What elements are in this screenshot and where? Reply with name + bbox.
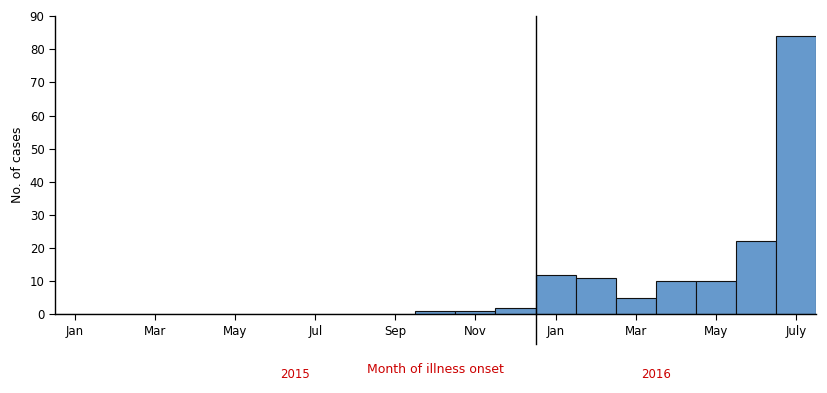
Y-axis label: No. of cases: No. of cases: [11, 127, 24, 204]
Bar: [776, 36, 816, 314]
Bar: [536, 275, 576, 314]
Bar: [415, 311, 456, 314]
X-axis label: Month of illness onset: Month of illness onset: [367, 363, 504, 376]
Bar: [696, 281, 736, 314]
Bar: [495, 308, 536, 314]
Bar: [576, 278, 615, 314]
Bar: [456, 311, 495, 314]
Bar: [736, 241, 776, 314]
Text: 2015: 2015: [280, 368, 310, 381]
Text: 2016: 2016: [641, 368, 671, 381]
Bar: [656, 281, 696, 314]
Bar: [615, 298, 656, 314]
